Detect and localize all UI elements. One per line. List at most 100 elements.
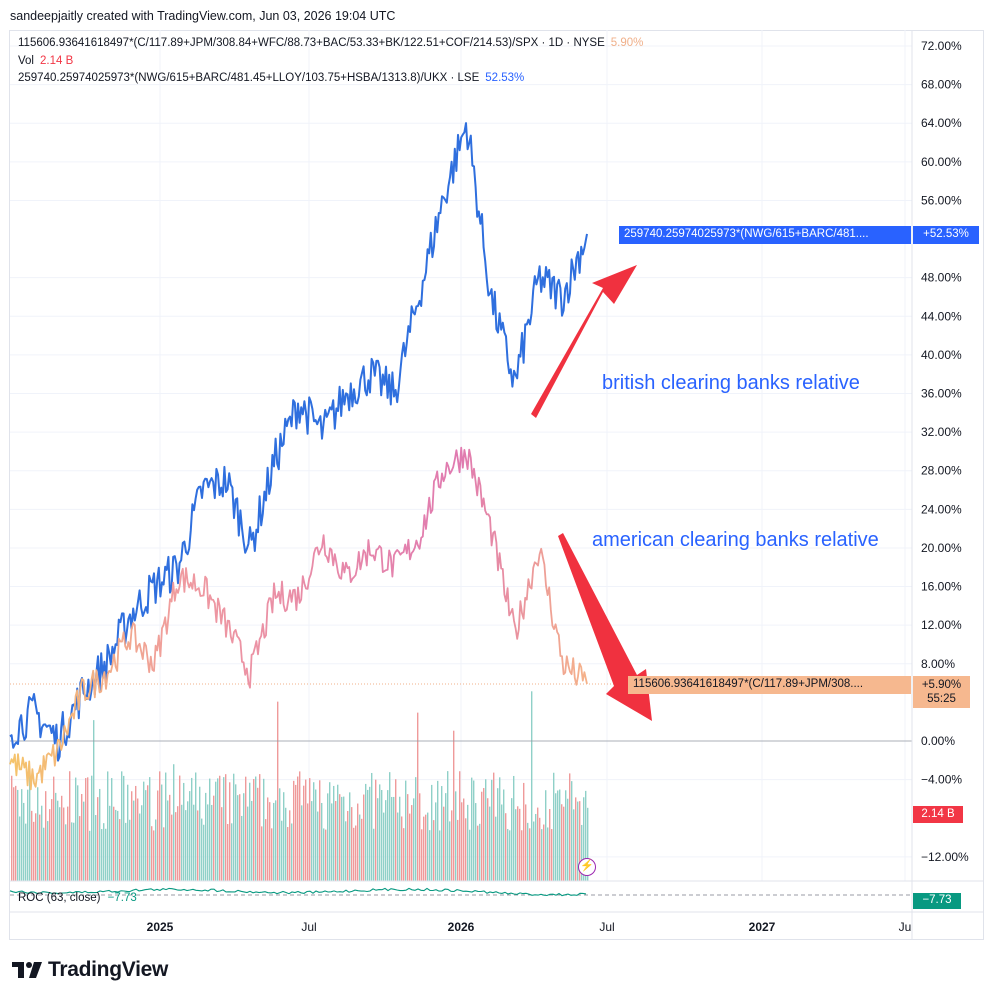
volume-bar (153, 830, 155, 881)
volume-bar (445, 793, 447, 881)
volume-bar (85, 778, 87, 881)
volume-bar (465, 818, 467, 881)
volume-bar (455, 791, 457, 881)
volume-bar (31, 810, 33, 881)
roc-legend[interactable]: ROC (63, close) −7.73 (18, 892, 137, 904)
volume-bar (451, 810, 453, 881)
volume-bar (173, 764, 175, 881)
volume-bar (107, 771, 109, 881)
volume-bar (63, 807, 65, 881)
volume-bar (475, 803, 477, 881)
volume-bar (19, 816, 21, 881)
volume-bar (11, 775, 13, 881)
volume-bar (501, 804, 503, 881)
volume-bar (319, 780, 321, 881)
volume-bar (259, 774, 261, 881)
roc-label: ROC (63, close) (18, 892, 101, 904)
legend-volume[interactable]: Vol 2.14 B (18, 55, 73, 67)
volume-bar (587, 807, 589, 881)
legend-us[interactable]: 115606.93641618497*(C/117.89+JPM/308.84+… (18, 37, 643, 49)
volume-bar (237, 795, 239, 881)
volume-bar (89, 830, 91, 881)
volume-bar (479, 823, 481, 881)
y-tick-label: 44.00% (921, 309, 962, 323)
volume-bar (511, 798, 513, 881)
volume-bar (481, 791, 483, 881)
volume-bar (519, 808, 521, 881)
volume-bar (311, 801, 313, 881)
volume-bar (565, 790, 567, 881)
legend-uk-symbol: 259740.25974025973*(NWG/615+BARC/481.45+… (18, 72, 480, 84)
volume-bar (105, 828, 107, 881)
volume-bar (509, 830, 511, 881)
uk-banks-line (9, 122, 588, 762)
volume-bar (57, 800, 59, 881)
y-tick-label: −4.00% (921, 773, 962, 787)
volume-bar (291, 823, 293, 881)
volume-bar (211, 804, 213, 881)
volume-bar (355, 825, 357, 881)
volume-bar (549, 809, 551, 881)
volume-bar (327, 793, 329, 881)
volume-bar (543, 824, 545, 881)
volume-bar (195, 772, 197, 881)
volume-bar (559, 789, 561, 881)
volume-bar (521, 830, 523, 881)
volume-bar (391, 796, 393, 881)
volume-bar (177, 806, 179, 881)
volume-bar (59, 807, 61, 881)
volume-bar (13, 787, 15, 881)
volume-bar (473, 780, 475, 881)
volume-bar (317, 811, 319, 881)
volume-bar (429, 830, 431, 881)
volume-bar (315, 789, 317, 881)
volume-bar (219, 775, 221, 881)
volume-bar (537, 807, 539, 881)
volume-bar (163, 827, 165, 881)
roc-price-tag: −7.73 (913, 893, 961, 909)
volume-bar (83, 801, 85, 881)
volume-bar (155, 819, 157, 881)
volume-bar (299, 771, 301, 881)
volume-bar (257, 787, 259, 881)
volume-bar (201, 818, 203, 881)
volume-bar (251, 800, 253, 881)
volume-bar (183, 782, 185, 881)
annotation-american: american clearing banks relative (592, 529, 879, 551)
volume-bar (65, 824, 67, 881)
volume-bar (255, 776, 257, 881)
volume-bar (381, 790, 383, 881)
volume-bar (189, 791, 191, 881)
y-tick-label: 8.00% (921, 657, 955, 671)
volume-bar (421, 829, 423, 881)
volume-bar (303, 785, 305, 881)
roc-line (9, 887, 587, 897)
volume-bar (149, 777, 151, 881)
x-tick-label: 2025 (147, 920, 174, 934)
volume-bar (491, 779, 493, 881)
chart-pane[interactable] (9, 30, 984, 940)
volume-bar (569, 773, 571, 881)
tradingview-logo[interactable]: TradingView (12, 958, 168, 982)
volume-bar (373, 828, 375, 881)
volume-bar (371, 772, 373, 881)
legend-uk[interactable]: 259740.25974025973*(NWG/615+BARC/481.45+… (18, 72, 524, 84)
legend-vol-label: Vol (18, 55, 34, 67)
volume-bar (485, 779, 487, 881)
y-tick-label: 60.00% (921, 155, 962, 169)
volume-bar (241, 815, 243, 881)
volume-bar (191, 777, 193, 881)
volume-bar (97, 797, 99, 881)
volume-bar (407, 794, 409, 881)
lightning-icon[interactable]: ⚡ (578, 858, 596, 876)
volume-bar (335, 801, 337, 881)
volume-bar (137, 798, 139, 881)
volume-bar (287, 827, 289, 881)
volume-bar (561, 804, 563, 881)
y-tick-label: 40.00% (921, 348, 962, 362)
volume-bar (585, 790, 587, 881)
volume-bar (281, 820, 283, 881)
volume-bar (419, 793, 421, 881)
volume-bar (575, 797, 577, 881)
